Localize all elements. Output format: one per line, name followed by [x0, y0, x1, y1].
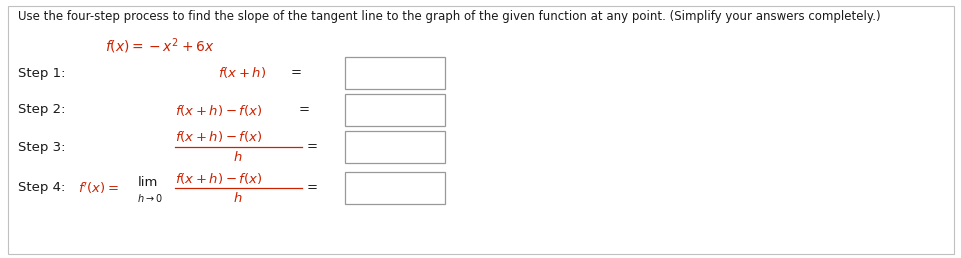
- Text: Step 1:: Step 1:: [18, 67, 65, 79]
- Text: $f(x + h) - f(x)$: $f(x + h) - f(x)$: [175, 171, 262, 186]
- Text: =: =: [290, 67, 302, 79]
- FancyBboxPatch shape: [345, 131, 445, 163]
- Text: =: =: [307, 181, 318, 195]
- Text: $f'(x) =$: $f'(x) =$: [78, 180, 119, 196]
- Text: $f(x + h) - f(x)$: $f(x + h) - f(x)$: [175, 102, 262, 117]
- Text: Step 4:: Step 4:: [18, 181, 65, 195]
- FancyBboxPatch shape: [8, 6, 953, 254]
- FancyBboxPatch shape: [345, 94, 445, 126]
- Text: Step 3:: Step 3:: [18, 141, 65, 154]
- Text: $f(x) = -x^2 + 6x$: $f(x) = -x^2 + 6x$: [105, 36, 214, 56]
- Text: $h{\rightarrow}0$: $h{\rightarrow}0$: [136, 192, 162, 204]
- Text: =: =: [299, 103, 309, 117]
- Text: =: =: [307, 141, 318, 154]
- FancyBboxPatch shape: [345, 172, 445, 204]
- FancyBboxPatch shape: [345, 57, 445, 89]
- Text: $f(x + h)$: $f(x + h)$: [218, 66, 266, 80]
- Text: Step 2:: Step 2:: [18, 103, 65, 117]
- Text: $f(x + h) - f(x)$: $f(x + h) - f(x)$: [175, 130, 262, 144]
- Text: $h$: $h$: [233, 191, 242, 205]
- Text: Use the four-step process to find the slope of the tangent line to the graph of : Use the four-step process to find the sl…: [18, 10, 879, 23]
- Text: $h$: $h$: [233, 150, 242, 164]
- Text: lim: lim: [137, 175, 159, 189]
